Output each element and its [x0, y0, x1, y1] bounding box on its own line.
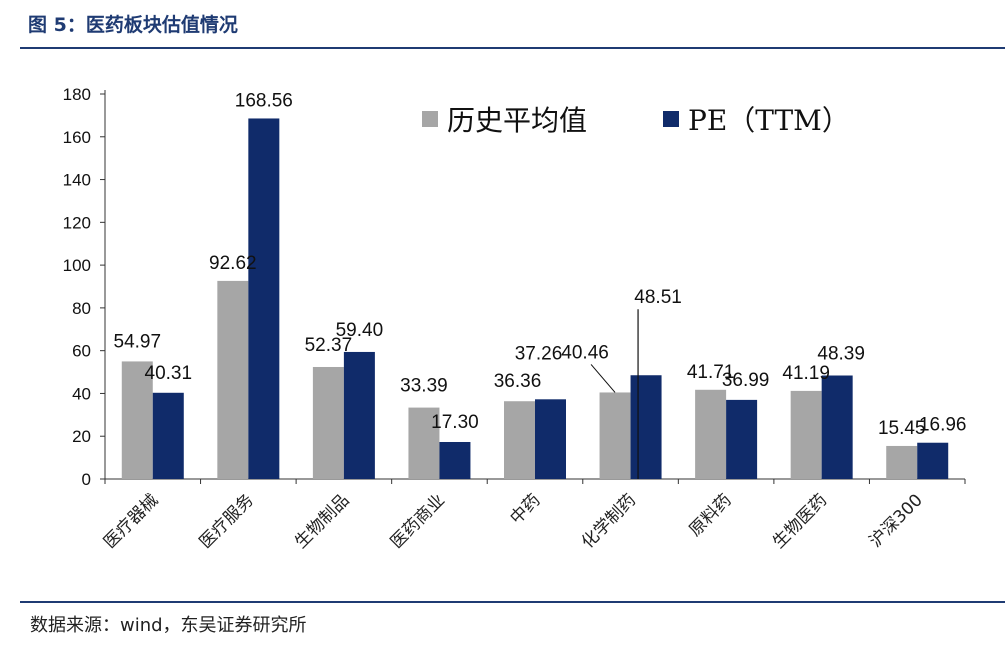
label-leader-lines [590, 309, 639, 479]
bar-hist-avg [504, 401, 535, 479]
data-label: 15.45 [878, 418, 926, 439]
data-label: 40.31 [145, 363, 193, 384]
data-label: 52.37 [305, 335, 353, 356]
y-tick-label: 60 [72, 342, 91, 361]
bars [121, 118, 949, 480]
x-category-label: 化学制药 [578, 490, 640, 552]
bar-pe-ttm [248, 118, 280, 480]
y-tick-label: 160 [63, 128, 91, 147]
data-label: 37.26 [515, 343, 563, 364]
bar-chart: 0 20 40 60 80 100 120 140 160 180 54.97 40.31 92.62… [63, 85, 967, 553]
y-axis-ticks: 0 20 40 60 80 100 120 140 160 180 [63, 85, 105, 489]
y-tick-label: 100 [63, 256, 91, 275]
bar-pe-ttm [535, 399, 566, 479]
bar-pe-ttm [917, 442, 949, 479]
bar-pe-ttm [152, 392, 184, 479]
bottom-divider [20, 601, 1005, 603]
data-label: 36.36 [494, 371, 542, 392]
top-divider [20, 47, 1005, 49]
bar-hist-avg [599, 392, 631, 479]
source-note: 数据来源：wind，东吴证券研究所 [30, 615, 307, 636]
data-label: 41.71 [687, 362, 735, 383]
y-tick-label: 140 [63, 171, 91, 190]
bar-hist-avg [217, 280, 249, 479]
y-tick-label: 0 [82, 470, 91, 489]
data-label: 36.99 [722, 370, 770, 391]
leader-line [590, 364, 616, 393]
x-category-label: 医疗器械 [100, 490, 162, 552]
data-label: 17.30 [431, 412, 479, 433]
x-axis-labels: 医疗器械 医疗服务 生物制品 医药商业 中药 化学制药 原料药 生物医药 沪深300 [100, 490, 927, 552]
data-label: 54.97 [114, 331, 162, 352]
x-category-label: 医疗服务 [196, 490, 258, 552]
bar-hist-avg [408, 407, 440, 479]
data-label: 33.39 [400, 376, 448, 397]
legend-label: PE（TTM） [688, 104, 850, 137]
legend: 历史平均值 PE（TTM） [422, 104, 850, 137]
data-label: 59.40 [336, 320, 384, 341]
data-label: 92.62 [209, 253, 257, 274]
legend-label: 历史平均值 [447, 104, 587, 137]
bar-hist-avg [886, 445, 918, 479]
x-category-label: 生物制品 [291, 490, 353, 552]
y-tick-label: 120 [63, 213, 91, 232]
x-category-label: 中药 [506, 490, 544, 528]
data-label: 48.39 [817, 343, 865, 364]
bar-hist-avg [312, 366, 344, 479]
x-category-label: 生物医药 [769, 490, 831, 552]
bar-hist-avg [695, 389, 727, 479]
bar-pe-ttm [630, 375, 662, 479]
y-tick-label: 80 [72, 299, 91, 318]
data-label: 48.51 [634, 287, 682, 308]
bar-pe-ttm [726, 399, 758, 479]
y-tick-label: 20 [72, 427, 91, 446]
bar-pe-ttm [439, 441, 471, 479]
data-label: 40.46 [561, 342, 609, 363]
data-label: 16.96 [919, 415, 967, 436]
bar-hist-avg [121, 361, 153, 479]
data-label: 41.19 [782, 363, 830, 384]
y-tick-label: 180 [63, 85, 91, 104]
figure-title: 图 5：医药板块估值情况 [28, 14, 238, 36]
x-category-label: 沪深300 [866, 490, 927, 551]
x-category-label: 医药商业 [387, 490, 449, 552]
x-category-label: 原料药 [685, 490, 735, 540]
y-tick-label: 40 [72, 384, 91, 403]
legend-swatch [663, 111, 679, 127]
data-label: 168.56 [235, 90, 293, 111]
bar-pe-ttm [343, 351, 375, 479]
legend-swatch [422, 111, 438, 127]
bar-hist-avg [790, 390, 822, 479]
bar-pe-ttm [821, 375, 853, 479]
